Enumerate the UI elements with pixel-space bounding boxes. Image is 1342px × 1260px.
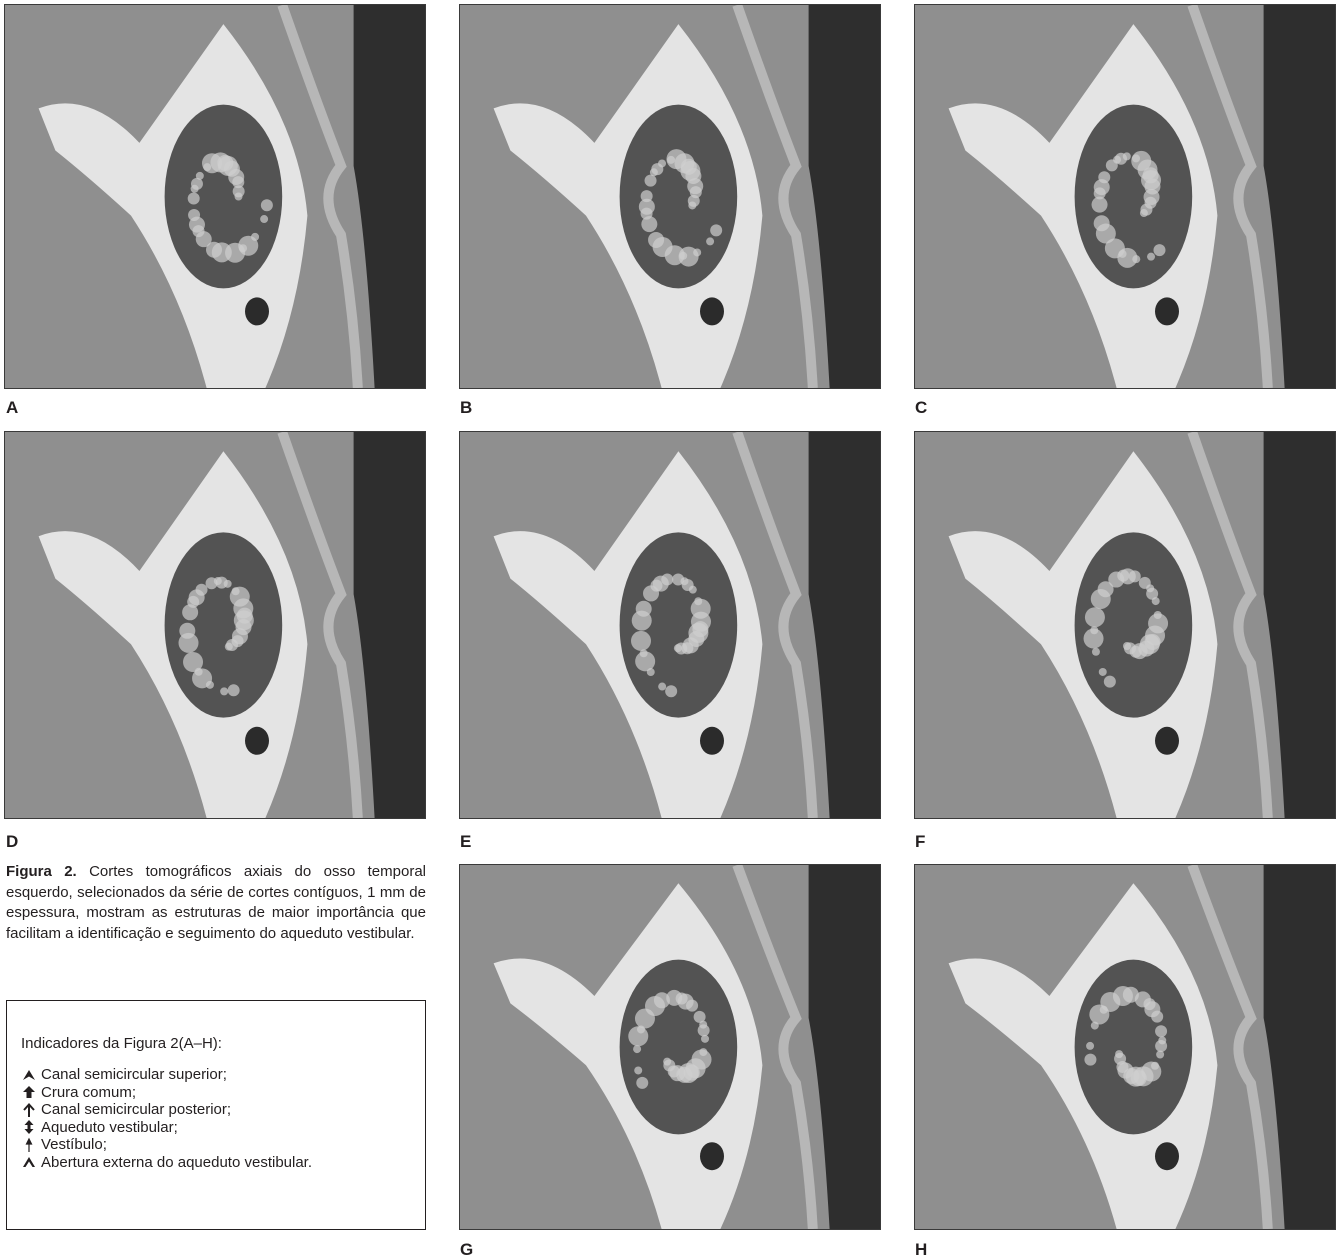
ct-scan-image: [948, 5, 1335, 388]
legend-label: Crura comum;: [41, 1083, 137, 1101]
double-headed-arrow-icon: [21, 1119, 37, 1135]
ct-panel-g: [459, 864, 881, 1230]
legend-item: Vestíbulo;: [21, 1136, 411, 1154]
panel-label-a: A: [6, 398, 19, 417]
legend-label: Aqueduto vestibular;: [41, 1118, 178, 1136]
chevron-icon: [21, 1154, 37, 1170]
legend-label: Canal semicircular posterior;: [41, 1101, 232, 1119]
legend-item: Canal semicircular posterior;: [21, 1101, 411, 1119]
legend-label: Vestíbulo;: [41, 1136, 107, 1154]
ct-scan-image: [38, 5, 425, 388]
panel-label-f: F: [915, 832, 926, 851]
panel-label-h: H: [915, 1240, 928, 1259]
panel-label-e: E: [460, 832, 472, 851]
legend-item: Crura comum;: [21, 1084, 411, 1102]
thin-arrow-icon: [21, 1102, 37, 1118]
thick-arrow-icon: [21, 1084, 37, 1100]
legend-item: Aqueduto vestibular;: [21, 1119, 411, 1137]
ct-panel-f: [914, 431, 1336, 819]
panel-label-b: B: [460, 398, 473, 417]
indicator-legend: Indicadores da Figura 2(A–H): Canal semi…: [6, 1000, 426, 1230]
legend-title: Indicadores da Figura 2(A–H):: [21, 1035, 222, 1052]
panel-label-g: G: [460, 1240, 474, 1259]
legend-item: Abertura externa do aqueduto vestibular.: [21, 1154, 411, 1172]
ct-panel-a: [4, 4, 426, 389]
ct-panel-d: [4, 431, 426, 819]
ct-scan-image: [493, 432, 880, 818]
ct-scan-image: [38, 432, 425, 818]
arrowhead-icon: [21, 1067, 37, 1083]
small-arrow-icon: [21, 1137, 37, 1153]
ct-panel-c: [914, 4, 1336, 389]
ct-scan-image: [493, 865, 880, 1229]
ct-scan-image: [948, 432, 1335, 818]
panel-label-d: D: [6, 832, 19, 851]
ct-panel-e: [459, 431, 881, 819]
legend-label: Canal semicircular superior;: [41, 1066, 227, 1084]
ct-scan-image: [948, 865, 1335, 1229]
legend-item: Canal semicircular superior;: [21, 1066, 411, 1084]
legend-label: Abertura externa do aqueduto vestibular.: [41, 1153, 313, 1171]
panel-label-c: C: [915, 398, 928, 417]
ct-panel-b: [459, 4, 881, 389]
ct-scan-image: [493, 5, 880, 388]
ct-panel-h: [914, 864, 1336, 1230]
figure-caption: Figura 2. Cortes tomográficos axiais do …: [6, 862, 426, 944]
caption-title: Figura 2.: [6, 863, 77, 880]
caption-text: Cortes tomográficos axiais do osso tempo…: [6, 863, 427, 942]
